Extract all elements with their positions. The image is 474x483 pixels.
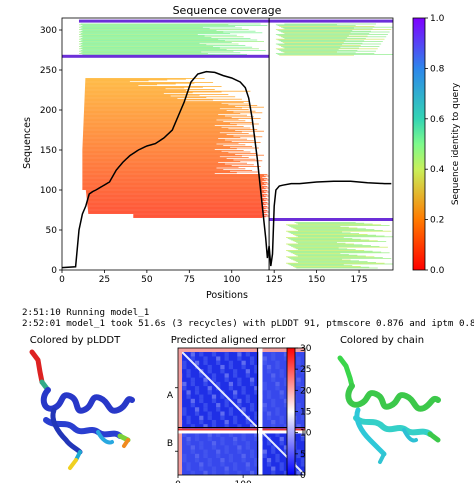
coverage-xtick: 25 — [99, 275, 110, 285]
pae-colorbar-tick: 20 — [300, 386, 312, 396]
coverage-line — [61, 70, 392, 269]
identity-colorbar-ticks: 0.0 0.2 0.4 0.6 0.8 1.0 — [425, 14, 445, 276]
identity-colorbar-label: Sequence identity to query — [451, 82, 461, 205]
coverage-xtick: 175 — [350, 275, 367, 285]
pae-colorbar-tick: 10 — [300, 429, 312, 439]
coverage-xtick: 75 — [184, 275, 195, 285]
identity-colorbar — [412, 17, 426, 271]
coverage-ytick: 200 — [40, 106, 57, 116]
identity-colorbar-tick: 0.2 — [430, 216, 444, 226]
pae-colorbar-tick: 30 — [300, 344, 312, 354]
pae-xtick: 100 — [235, 480, 252, 483]
pae-colorbar-tick: 15 — [300, 408, 311, 418]
pae-colorbar-tick: 5 — [300, 450, 306, 460]
coverage-ylabel: Sequences — [22, 117, 33, 169]
query-row-b-top — [269, 19, 393, 23]
query-row-a — [62, 54, 270, 58]
coverage-xtick: 0 — [59, 275, 65, 285]
coverage-xtick: 50 — [141, 275, 153, 285]
plddt-structure-image — [29, 349, 135, 470]
pae-terminus-row — [178, 348, 305, 352]
pae-xtick: 0 — [175, 480, 181, 483]
coverage-ytick: 300 — [40, 26, 57, 36]
log-line-result: 2:52:01 model_1 took 51.6s (3 recycles) … — [22, 318, 474, 329]
pae-chainb-start-col — [258, 348, 263, 475]
coverage-ytick: 250 — [40, 66, 57, 76]
identity-colorbar-tick: 0.4 — [430, 165, 445, 175]
identity-colorbar-tick: 1.0 — [430, 14, 445, 24]
pae-diagonal — [177, 347, 306, 476]
coverage-ytick: 150 — [40, 146, 57, 156]
query-row-a-top — [78, 19, 270, 23]
identity-colorbar-tick: 0.0 — [430, 266, 445, 276]
pae-chain-label-b: B — [167, 439, 173, 449]
plddt-title: Colored by pLDDT — [30, 335, 121, 346]
coverage-xlabel: Positions — [206, 290, 248, 301]
pae-colorbar-tick: 25 — [300, 365, 311, 375]
pae-heatmap: 0 100 — [175, 347, 306, 483]
coverage-title: Sequence coverage — [173, 4, 282, 17]
identity-colorbar-tick: 0.6 — [430, 115, 445, 125]
log-line-running: 2:51:10 Running model_1 — [22, 307, 150, 318]
pae-chain-label-a: A — [167, 391, 174, 401]
coverage-ytick: 50 — [46, 226, 58, 236]
pae-title: Predicted aligned error — [171, 335, 286, 346]
pae-colorbar-ticks: 0 5 10 15 20 25 30 — [295, 344, 312, 481]
coverage-plot — [61, 18, 393, 270]
coverage-xtick: 100 — [223, 275, 240, 285]
pae-colorbar-tick: 0 — [300, 471, 306, 481]
coverage-xtick: 125 — [266, 275, 283, 285]
pae-terminus-col — [178, 348, 182, 475]
coverage-ytick: 0 — [51, 266, 57, 276]
coverage-axes: 0 25 50 75 100 125 150 175 0 50 100 150 200 250 300 — [40, 17, 394, 285]
chain-structure-image — [337, 355, 441, 464]
pae-colorbar — [286, 347, 296, 476]
query-row-b — [269, 218, 393, 221]
chain-title: Colored by chain — [340, 335, 424, 346]
coverage-ytick: 100 — [40, 186, 57, 196]
pae-chainb-start-row — [178, 428, 305, 434]
identity-colorbar-tick: 0.8 — [430, 64, 445, 74]
coverage-xtick: 150 — [308, 275, 325, 285]
